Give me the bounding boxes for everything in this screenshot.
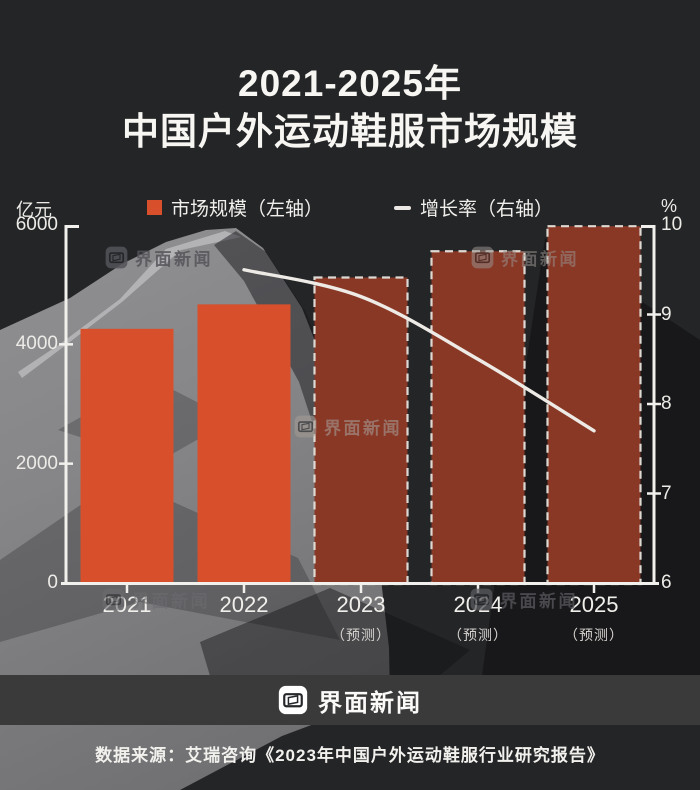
category-year: 2022 [219, 592, 269, 617]
watermark: 界面新闻 [470, 587, 578, 612]
chart-title-line2: 中国户外运动鞋服市场规模 [122, 111, 578, 153]
jiemian-logo-icon [105, 246, 128, 269]
bar-2022 [197, 304, 291, 584]
right-axis-tick-label: 9 [661, 303, 672, 325]
bar-legend-swatch-icon [147, 200, 162, 215]
jiemian-logo-icon [278, 685, 308, 715]
right-axis-tick-label: 6 [661, 572, 672, 593]
chart-title: 2021-2025年 中国户外运动鞋服市场规模 [0, 60, 700, 156]
category-label-2023: 2023 （预测） [296, 592, 426, 645]
left-axis-tick-label: 2000 [15, 452, 58, 474]
forecast-note: （预测） [448, 627, 508, 643]
watermark: 界面新闻 [471, 245, 579, 270]
jiemian-logo-icon [470, 588, 493, 611]
growth-rate-line [242, 268, 596, 433]
left-axis-unit: 亿元 [16, 200, 52, 220]
data-source-note: 数据来源：艾瑞咨询《2023年中国户外运动鞋服行业研究报告》 [95, 746, 605, 765]
watermark: 界面新闻 [294, 414, 402, 439]
jiemian-logo-glyph [470, 588, 493, 611]
left-axis-tick-label: 6000 [15, 214, 58, 235]
watermark: 界面新闻 [102, 587, 210, 612]
watermark-text: 界面新闻 [500, 592, 578, 611]
brand-name: 界面新闻 [318, 689, 422, 717]
jiemian-logo-glyph [278, 685, 308, 715]
right-axis-tick-label: 7 [661, 482, 672, 504]
legend-item-market-size: 市场规模（左轴） [147, 194, 323, 221]
watermark-text: 界面新闻 [132, 592, 210, 611]
watermark: 界面新闻 [105, 245, 213, 270]
right-axis-tick-label: 10 [661, 214, 683, 235]
jiemian-logo-glyph [105, 246, 128, 269]
category-year: 2023 [336, 592, 386, 617]
forecast-note: （预测） [331, 627, 391, 643]
brand-bar: 界面新闻 [0, 675, 700, 725]
jiemian-logo-icon [471, 246, 494, 269]
watermark-text: 界面新闻 [501, 250, 579, 269]
bar-2021 [80, 328, 174, 584]
forecast-bar-2025 [546, 225, 642, 586]
jiemian-logo-glyph [294, 415, 317, 438]
forecast-bar-2024 [430, 250, 526, 586]
left-axis-tick-label: 4000 [15, 333, 58, 355]
combo-chart-plot [59, 225, 661, 593]
jiemian-logo-icon [294, 415, 317, 438]
forecast-note: （预测） [564, 627, 624, 643]
line-legend-dash-icon [394, 205, 411, 210]
jiemian-logo-glyph [102, 588, 125, 611]
right-axis-unit: % [661, 196, 678, 216]
right-axis [641, 225, 656, 584]
category-label-2022: 2022 [179, 592, 309, 618]
watermark-text: 界面新闻 [135, 250, 213, 269]
category-year: 2025 [569, 592, 619, 617]
legend-item-growth-rate: 增长率（右轴） [394, 194, 553, 221]
watermark-text: 界面新闻 [324, 419, 402, 438]
right-axis-tick-label: 8 [661, 393, 672, 414]
category-label-2025: 2025 （预测） [529, 592, 659, 645]
chart-title-line1: 2021-2025年 [238, 63, 462, 104]
jiemian-logo-glyph [471, 246, 494, 269]
jiemian-logo-icon [102, 588, 125, 611]
legend-label: 市场规模（左轴） [171, 199, 324, 220]
legend-label: 增长率（右轴） [420, 199, 554, 220]
forecast-bar-2023 [313, 276, 409, 586]
left-axis-tick-label: 0 [47, 572, 58, 593]
left-axis [64, 225, 79, 584]
